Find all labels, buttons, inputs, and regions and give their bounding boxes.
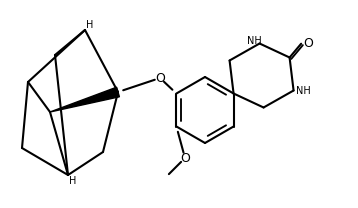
Polygon shape bbox=[50, 87, 120, 112]
Text: O: O bbox=[303, 37, 313, 50]
Text: H: H bbox=[86, 20, 94, 30]
Text: NH: NH bbox=[296, 87, 311, 97]
Text: H: H bbox=[69, 176, 77, 186]
Text: NH: NH bbox=[247, 36, 262, 47]
Text: O: O bbox=[180, 151, 190, 165]
Text: O: O bbox=[155, 72, 165, 84]
